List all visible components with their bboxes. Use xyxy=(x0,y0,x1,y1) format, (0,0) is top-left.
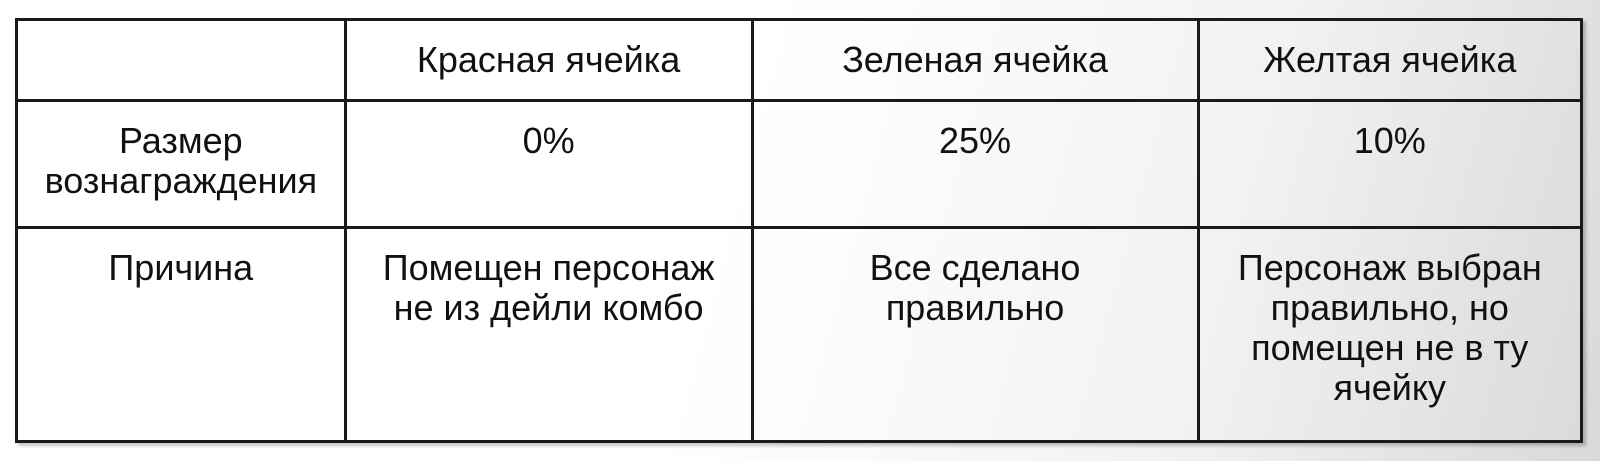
header-cell-yellow: Желтая ячейка xyxy=(1196,18,1584,102)
row-label-reward-size: Размер вознаграждения xyxy=(15,99,347,229)
table-row-reason: Причина Помещен персонаж не из дейли ком… xyxy=(15,226,1584,443)
cell-reason-red: Помещен персонаж не из дейли комбо xyxy=(343,226,754,443)
header-cell-green: Зеленая ячейка xyxy=(750,18,1200,102)
cell-reason-green: Все сделано правильно xyxy=(750,226,1200,443)
table-header-row: Красная ячейка Зеленая ячейка Желтая яче… xyxy=(15,18,1584,102)
cell-reward-red: 0% xyxy=(343,99,754,229)
table-row-reward-size: Размер вознаграждения 0% 25% 10% xyxy=(15,99,1584,229)
cell-reason-yellow: Персонаж выбран правильно, но помещен не… xyxy=(1196,226,1584,443)
row-label-reason: Причина xyxy=(15,226,347,443)
cell-reward-yellow: 10% xyxy=(1196,99,1584,229)
reward-table: Красная ячейка Зеленая ячейка Желтая яче… xyxy=(15,18,1584,443)
header-corner-cell xyxy=(15,18,347,102)
cell-reward-green: 25% xyxy=(750,99,1200,229)
header-cell-red: Красная ячейка xyxy=(343,18,754,102)
